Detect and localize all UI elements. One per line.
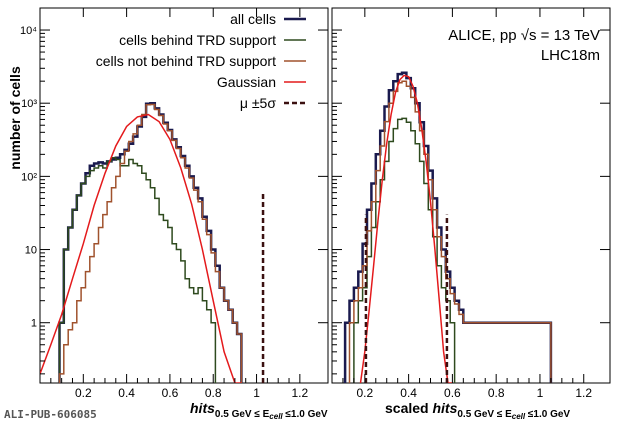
left-xtick-label: 0.4 [118, 386, 135, 400]
left-xtick-label: 0.6 [162, 386, 179, 400]
y-axis-title: number of cells [7, 66, 23, 170]
publication-id: ALI-PUB-606085 [4, 408, 97, 421]
left-panel-ticks: 0.2 0.4 0.6 0.8 1 1.2 1 10 10² 10³ 10⁴ [20, 8, 328, 400]
right-series-cells-behind-trd-support [353, 117, 456, 383]
left-xtick-label: 1 [253, 386, 260, 400]
left-xtick-label: 1.2 [292, 386, 309, 400]
right-panel-frame [331, 7, 611, 384]
right-xtick-label: 0.8 [488, 386, 505, 400]
ytick-label: 10³ [21, 98, 37, 110]
legend-label: cells behind TRD support [119, 32, 276, 48]
left-panel-data [40, 101, 265, 383]
ytick-label: 10⁴ [20, 25, 37, 37]
x-axis-title-left: hits0.5 GeV ≤ Ecell ≤1.0 GeV [190, 400, 328, 421]
right-series-gaussian [359, 74, 453, 383]
right-panel-ticks: 0.2 0.4 0.6 0.8 1 1.2 [332, 8, 610, 400]
legend-label: Gaussian [217, 74, 276, 90]
right-panel-data [343, 71, 553, 383]
left-xtick-label: 0.8 [205, 386, 222, 400]
right-series-cells-not-behind-trd-support [348, 80, 552, 383]
ytick-label: 10² [21, 171, 37, 183]
left-series-cells-not-behind-trd-support [58, 103, 243, 383]
left-series-cells-behind-trd-support [58, 156, 217, 383]
right-xtick-label: 1.2 [575, 386, 592, 400]
left-xtick-label: 0.2 [75, 386, 92, 400]
right-xtick-label: 0.4 [400, 386, 417, 400]
period-label: LHC18m [541, 47, 600, 64]
left-series-all-cells [58, 101, 243, 383]
left-panel-frame [39, 7, 329, 384]
legend-label: cells not behind TRD support [96, 53, 276, 69]
right-xtick-label: 0.2 [356, 386, 373, 400]
legend-label: μ ±5σ [240, 95, 276, 111]
ytick-label: 10 [25, 245, 37, 257]
left-series-gaussian [40, 113, 242, 383]
legend: all cells cells behind TRD support cells n… [96, 11, 306, 111]
experiment-label: ALICE, pp √s = 13 TeV [448, 27, 600, 44]
x-axis-title-right: scaled hits0.5 GeV ≤ Ecell ≤1.0 GeV [385, 400, 570, 421]
legend-label: all cells [230, 11, 276, 27]
right-xtick-label: 0.6 [444, 386, 461, 400]
ytick-label: 1 [31, 318, 37, 330]
right-xtick-label: 1 [537, 386, 544, 400]
